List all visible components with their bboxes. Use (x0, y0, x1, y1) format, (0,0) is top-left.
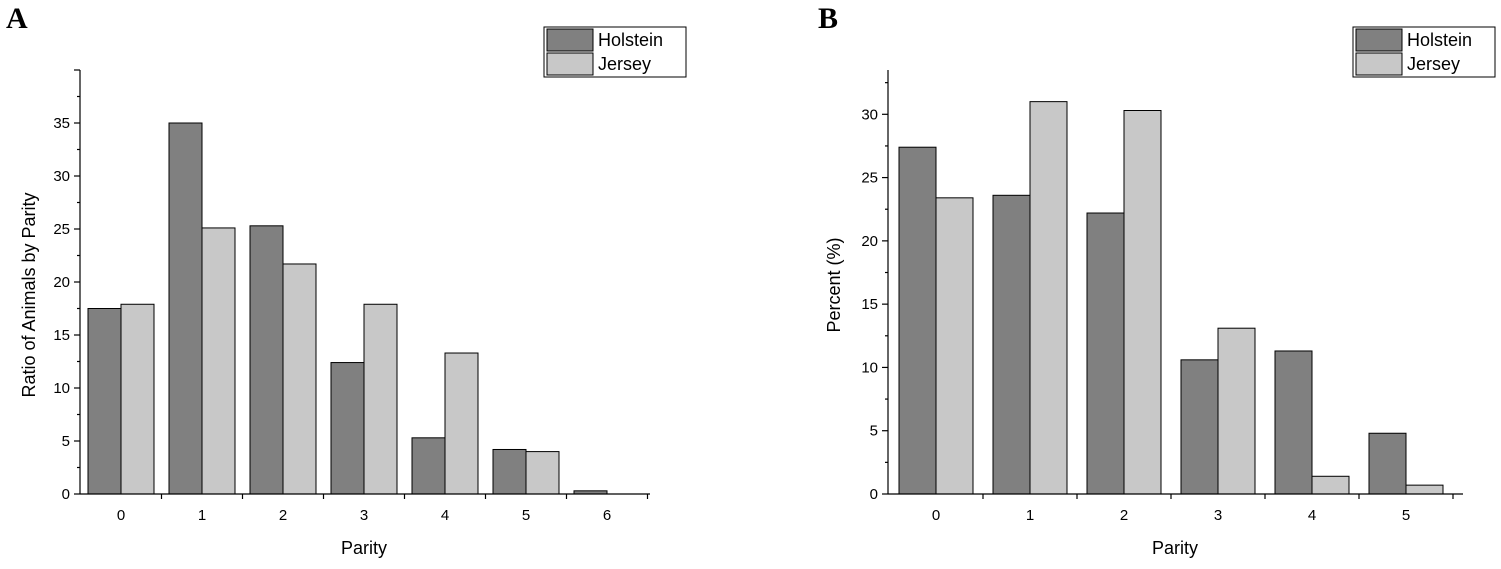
legend-swatch-jersey (546, 52, 594, 76)
bar-jersey-3 (1217, 327, 1256, 495)
bar-jersey-3 (363, 303, 398, 495)
y-axis-label: Ratio of Animals by Parity (19, 192, 39, 397)
bar-holstein-5 (1368, 432, 1407, 495)
bar-holstein-4 (1274, 350, 1313, 495)
bar-jersey-2 (282, 263, 317, 495)
panel-letter-a: A (6, 2, 28, 35)
y-tick-label: 25 (861, 170, 878, 187)
x-tick-label: 4 (441, 507, 449, 524)
bars-group (87, 122, 608, 495)
y-tick-label: 15 (53, 327, 70, 344)
y-tick-label: 10 (53, 380, 70, 397)
y-tick-label: 25 (53, 221, 70, 238)
legend-swatch-jersey (1355, 52, 1403, 76)
x-tick-label: 1 (1026, 507, 1034, 524)
legend-swatch-holstein (1355, 28, 1403, 52)
y-tick-label: 0 (62, 486, 70, 503)
chart-panel-a: A 0 5 10 15 20 25 30 35 0 1 2 3 4 5 6 Parity Ratio of … (6, 2, 687, 558)
legend-label-holstein: Holstein (598, 30, 663, 50)
bar-jersey-4 (444, 352, 479, 495)
bar-jersey-4 (1311, 475, 1350, 495)
legend: Holstein Jersey (543, 26, 687, 78)
y-tick-label: 5 (870, 423, 878, 440)
x-tick-label: 0 (932, 507, 940, 524)
y-tick-label: 0 (870, 486, 878, 503)
legend-label-jersey: Jersey (598, 54, 651, 74)
x-axis-label: Parity (1152, 538, 1198, 558)
bar-holstein-4 (411, 437, 446, 495)
y-tick-label: 30 (861, 106, 878, 123)
bar-holstein-3 (330, 362, 365, 495)
legend: Holstein Jersey (1352, 26, 1496, 78)
y-tick-label: 20 (53, 274, 70, 291)
x-tick-label: 3 (1214, 507, 1222, 524)
x-tick-label: 4 (1308, 507, 1316, 524)
y-tick-label: 30 (53, 168, 70, 185)
bar-holstein-3 (1180, 359, 1219, 495)
bars-group (898, 101, 1444, 495)
x-tick-label: 2 (1120, 507, 1128, 524)
legend-label-jersey: Jersey (1407, 54, 1460, 74)
legend-swatch-holstein (546, 28, 594, 52)
bar-holstein-0 (87, 308, 122, 495)
x-tick-label: 3 (360, 507, 368, 524)
y-tick-label: 20 (861, 233, 878, 250)
bar-jersey-5 (525, 451, 560, 495)
bar-jersey-0 (935, 197, 974, 495)
bar-holstein-5 (492, 448, 527, 495)
x-tick-label: 1 (198, 507, 206, 524)
bar-holstein-2 (1086, 212, 1125, 495)
bar-jersey-5 (1405, 484, 1444, 495)
bar-holstein-0 (898, 146, 937, 495)
axes-group: 0 5 10 15 20 25 30 35 0 1 2 3 4 5 6 (53, 69, 650, 524)
bar-jersey-1 (201, 227, 236, 495)
bar-holstein-1 (168, 122, 203, 495)
x-tick-label: 2 (279, 507, 287, 524)
legend-label-holstein: Holstein (1407, 30, 1472, 50)
axes-group: 0 5 10 15 20 25 30 0 1 2 3 4 5 (861, 70, 1463, 524)
panel-letter-b: B (818, 2, 838, 35)
bar-jersey-1 (1029, 101, 1068, 495)
x-tick-label: 5 (1402, 507, 1410, 524)
bar-holstein-2 (249, 225, 284, 495)
x-tick-label: 0 (117, 507, 125, 524)
bar-holstein-1 (992, 194, 1031, 495)
y-axis-label: Percent (%) (824, 237, 844, 332)
x-axis-label: Parity (341, 538, 387, 558)
bar-jersey-2 (1123, 110, 1162, 495)
y-tick-label: 10 (861, 359, 878, 376)
y-tick-label: 5 (62, 433, 70, 450)
bar-jersey-0 (120, 303, 155, 495)
y-tick-label: 35 (53, 115, 70, 132)
x-tick-label: 5 (522, 507, 530, 524)
y-tick-label: 15 (861, 296, 878, 313)
x-tick-label: 6 (603, 507, 611, 524)
